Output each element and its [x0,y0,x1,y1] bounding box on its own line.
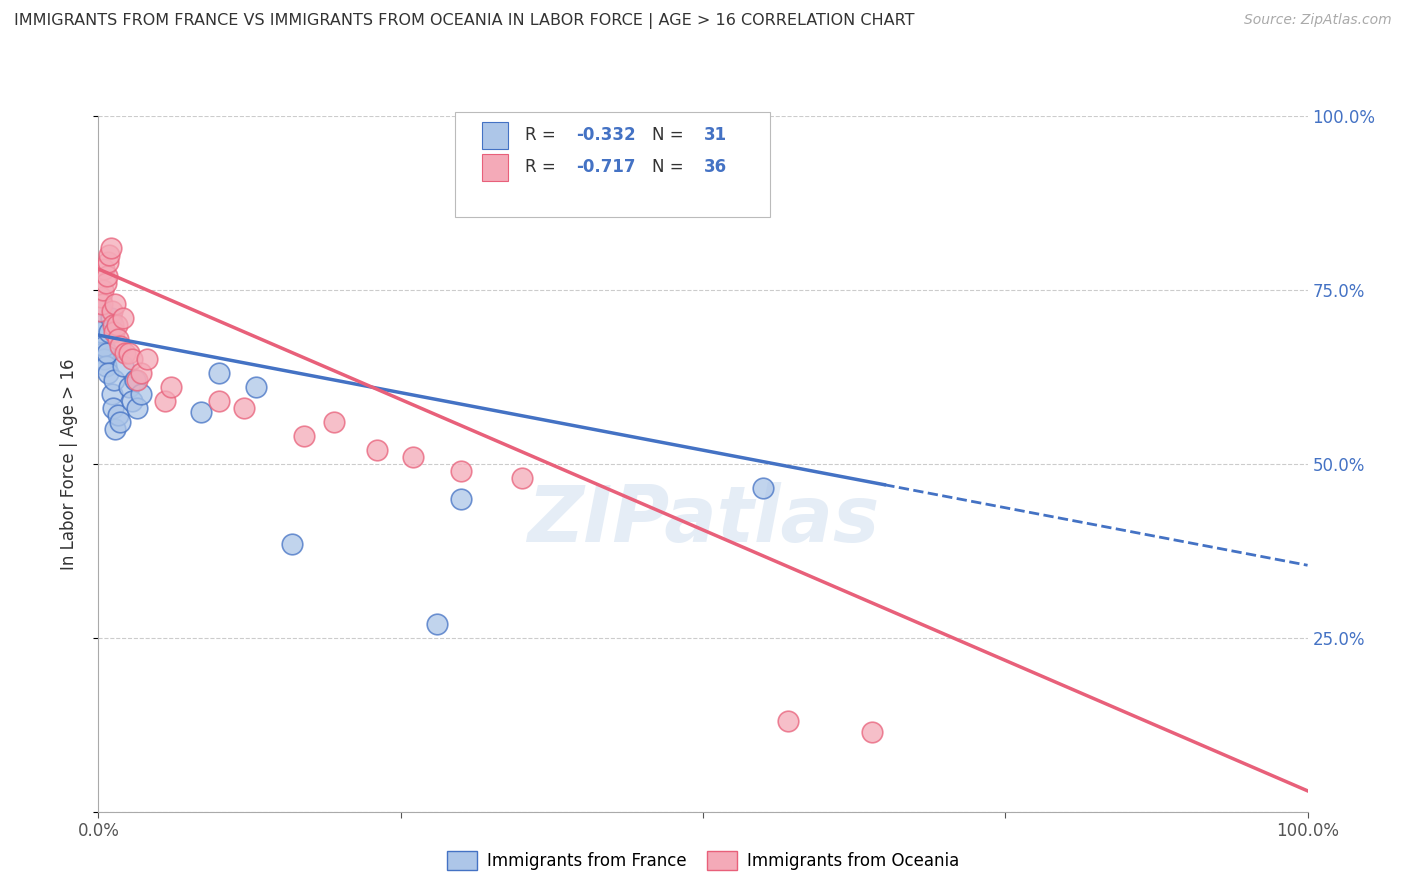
Point [232,401,254,416]
Text: -0.332: -0.332 [576,126,636,144]
Point [107,408,129,422]
Point [160,380,183,394]
Point [127,373,149,387]
Point [100,303,122,318]
Point [129,387,152,401]
Point [91,318,114,332]
Text: 31: 31 [704,126,727,144]
Point [91,303,114,318]
Point [114,345,136,359]
Point [101,401,124,416]
Point [323,415,346,429]
Point [98,248,121,262]
Point [190,405,212,419]
Legend: Immigrants from France, Immigrants from Oceania: Immigrants from France, Immigrants from … [440,844,966,877]
Point [94,359,117,374]
Text: N =: N = [652,126,689,144]
Point [510,471,533,485]
Text: -0.717: -0.717 [576,158,636,176]
Point [776,714,799,729]
Point [105,318,128,332]
Point [101,318,124,332]
Point [402,450,425,464]
Point [104,297,127,311]
Point [208,367,231,381]
Point [91,297,114,311]
Point [245,380,267,394]
Point [96,345,118,359]
Point [127,401,149,416]
Point [89,332,111,346]
Point [100,241,122,255]
Text: R =: R = [526,158,561,176]
Point [121,352,143,367]
Point [91,345,114,359]
Point [118,380,141,394]
Point [426,616,449,631]
Point [153,394,176,409]
Point [91,283,114,297]
FancyBboxPatch shape [482,122,509,149]
FancyBboxPatch shape [482,154,509,181]
Text: ZIPatlas: ZIPatlas [527,482,879,558]
Text: R =: R = [526,126,561,144]
Point [104,422,127,436]
Point [89,303,111,318]
Point [450,464,472,478]
Point [98,325,121,339]
Point [107,332,129,346]
Point [90,325,112,339]
Point [111,310,134,325]
Point [135,352,157,367]
Point [93,338,115,352]
Point [111,359,134,374]
Text: N =: N = [652,158,689,176]
Text: Source: ZipAtlas.com: Source: ZipAtlas.com [1244,13,1392,28]
Point [94,276,117,290]
Point [108,338,131,352]
Point [97,255,120,269]
Point [90,290,112,304]
Point [93,262,115,277]
Point [100,310,122,325]
Point [96,268,118,283]
Point [93,352,115,367]
Point [103,325,125,339]
Text: 36: 36 [704,158,727,176]
Point [292,429,315,443]
Point [124,373,146,387]
Point [103,373,125,387]
Point [129,367,152,381]
Y-axis label: In Labor Force | Age > 16: In Labor Force | Age > 16 [59,358,77,570]
FancyBboxPatch shape [456,112,769,217]
Text: IMMIGRANTS FROM FRANCE VS IMMIGRANTS FROM OCEANIA IN LABOR FORCE | AGE > 16 CORR: IMMIGRANTS FROM FRANCE VS IMMIGRANTS FRO… [14,13,914,29]
Point [752,481,775,495]
Point [281,537,304,551]
Point [366,442,388,457]
Point [860,724,883,739]
Point [118,345,141,359]
Point [108,415,131,429]
Point [450,491,472,506]
Point [97,367,120,381]
Point [208,394,231,409]
Point [121,394,143,409]
Point [100,387,122,401]
